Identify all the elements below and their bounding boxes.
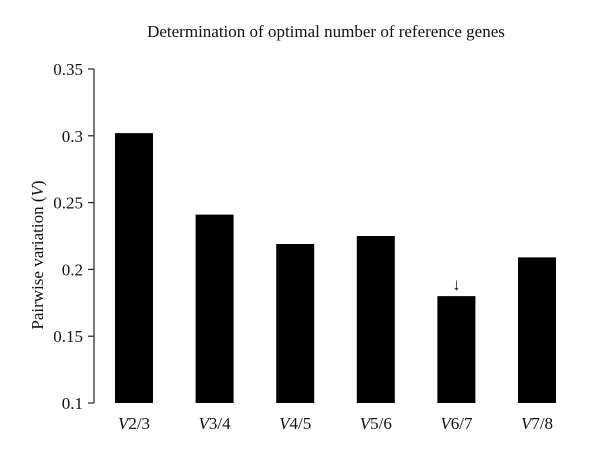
x-category-label-prefix: V	[279, 414, 292, 433]
svg-text:Pairwise variation (V): Pairwise variation (V)	[28, 180, 47, 329]
x-category-label-suffix: 5/6	[370, 414, 392, 433]
x-category-label: V7/8	[521, 414, 553, 433]
bar	[276, 244, 315, 403]
x-category-label-suffix: 3/4	[209, 414, 231, 433]
x-category-label-prefix: V	[440, 414, 453, 433]
bar	[195, 214, 234, 403]
y-tick-label: 0.2	[62, 260, 83, 279]
y-tick-label: 0.35	[53, 60, 83, 79]
y-tick-label: 0.25	[53, 194, 83, 213]
y-axis-label-text: Pairwise variation	[28, 206, 47, 330]
y-axis-label: Pairwise variation (V)	[28, 180, 47, 329]
x-category-label-prefix: V	[521, 414, 534, 433]
bar	[437, 296, 476, 403]
x-category-label-suffix: 2/3	[128, 414, 150, 433]
x-category-label-suffix: 7/8	[531, 414, 553, 433]
bar	[518, 257, 556, 403]
x-category-label: V3/4	[199, 414, 232, 433]
x-category-label: V6/7	[440, 414, 473, 433]
y-tick-label: 0.15	[53, 327, 83, 346]
x-category-label: V4/5	[279, 414, 311, 433]
x-category-label-suffix: 6/7	[451, 414, 473, 433]
x-category-label-prefix: V	[360, 414, 373, 433]
down-arrow-icon: ↓	[452, 275, 461, 294]
y-tick-label: 0.1	[62, 394, 83, 413]
bar	[115, 133, 153, 404]
x-category-label: V5/6	[360, 414, 392, 433]
x-category-label-prefix: V	[199, 414, 212, 433]
x-category-label-prefix: V	[118, 414, 131, 433]
bar	[356, 236, 395, 403]
chart-title: Determination of optimal number of refer…	[147, 22, 505, 41]
y-tick-label: 0.3	[62, 127, 83, 146]
x-category-label-suffix: 4/5	[290, 414, 312, 433]
x-category-label: V2/3	[118, 414, 150, 433]
y-axis-label-italic: V	[28, 183, 47, 196]
